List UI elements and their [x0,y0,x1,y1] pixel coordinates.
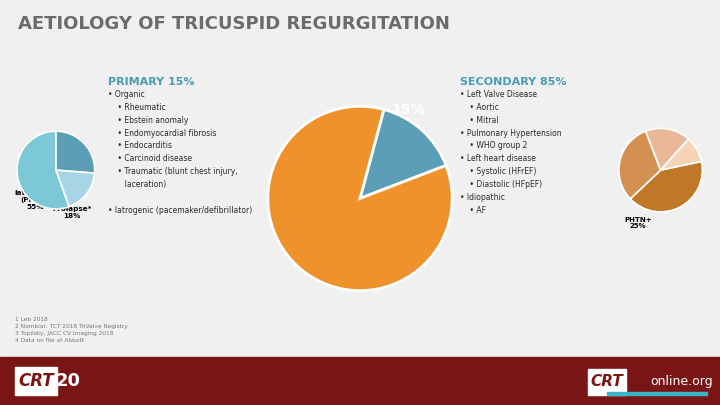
Wedge shape [360,109,446,198]
Wedge shape [646,128,688,170]
Text: 85%: 85% [347,218,403,242]
Wedge shape [56,170,94,207]
Text: • Organic
    • Rheumatic
    • Ebstein anomaly
    • Endomyocardial fibrosis
  : • Organic • Rheumatic • Ebstein anomaly … [108,90,252,215]
Text: PHTN+
25%: PHTN+ 25% [624,217,652,230]
Bar [15,367,57,395]
Text: Prolapse*
18%: Prolapse* 18% [53,207,91,220]
Text: AETIOLOGY OF TRICUSPID REGURGITATION: AETIOLOGY OF TRICUSPID REGURGITATION [18,15,450,33]
Text: online.org: online.org [650,375,713,388]
Wedge shape [55,131,94,173]
Text: LHD+
14%: LHD+ 14% [626,171,648,183]
Wedge shape [630,162,702,212]
Text: SECONDARY 85%: SECONDARY 85% [460,77,567,87]
Text: CRT: CRT [590,373,624,388]
Wedge shape [660,139,701,170]
Text: CRT: CRT [18,372,54,390]
Wedge shape [268,106,452,291]
Text: LVD+
33%: LVD+ 33% [650,179,670,192]
Text: PRIMARY 15%: PRIMARY 15% [108,77,194,87]
Text: 20: 20 [55,372,81,390]
Wedge shape [619,131,660,199]
Text: 1 Leb 2018
2 Nambiar, TCT 2018 TriValve Registry
3 Topilsky, JACC CV Imaging 201: 1 Leb 2018 2 Nambiar, TCT 2018 TriValve … [15,317,127,343]
Text: 15%: 15% [391,103,425,117]
Text: AF+
8%: AF+ 8% [652,147,668,160]
Text: Organic*
26%: Organic* 26% [50,171,86,183]
Bar [0,357,720,405]
Text: • Left Valve Disease
    • Aortic
    • Mitral
• Pulmonary Hypertension
    • WH: • Left Valve Disease • Aortic • Mitral •… [460,90,562,215]
Wedge shape [17,131,69,209]
Bar [607,392,707,395]
Text: Iatrogenic
(PPML)
55%: Iatrogenic (PPML) 55% [14,190,56,210]
Bar [588,369,626,395]
